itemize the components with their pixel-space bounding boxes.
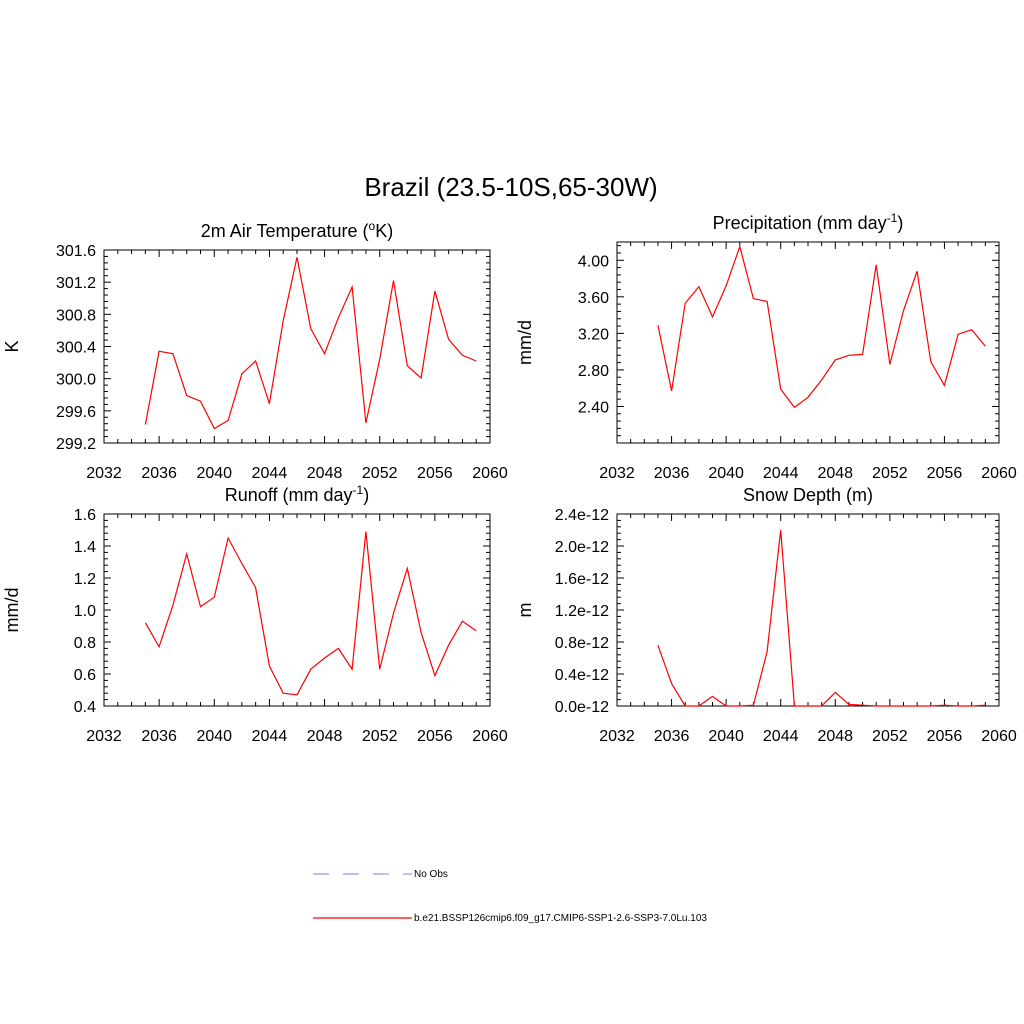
panel-title: Snow Depth (m) [743, 485, 873, 505]
y-axis-label: mm/d [2, 588, 22, 633]
x-tick-label: 2036 [654, 728, 690, 745]
series-line [657, 244, 986, 409]
panel-title-main: Precipitation (mm day [713, 213, 887, 233]
y-tick-label: 1.4 [74, 539, 96, 556]
plot-frame [103, 513, 491, 707]
y-tick-label: 299.2 [56, 436, 96, 453]
panel-title: Precipitation (mm day-1) [713, 211, 904, 233]
legend-item: b.e21.BSSP126cmip6.f09_g17.CMIP6-SSP1-2.… [313, 913, 707, 924]
panel-title-sup: -1 [353, 483, 364, 497]
y-tick-label: 0.4e-12 [555, 667, 609, 684]
panel-title: Runoff (mm day-1) [225, 483, 369, 505]
x-tick-label: 2044 [252, 465, 288, 482]
x-tick-label: 2056 [417, 728, 453, 745]
y-tick-label: 1.0 [74, 603, 96, 620]
x-tick-label: 2040 [196, 465, 232, 482]
series-line [657, 529, 986, 707]
y-tick-label: 300.4 [56, 340, 96, 357]
x-tick-label: 2044 [763, 728, 799, 745]
panel-title-main: Snow Depth (m) [743, 485, 873, 505]
y-tick-label: 2.40 [578, 399, 609, 416]
y-axis-label: m [515, 603, 535, 618]
x-tick-label: 2056 [417, 465, 453, 482]
plot-frame [616, 241, 1000, 444]
y-tick-label: 0.0e-12 [555, 699, 609, 716]
x-tick-label: 2036 [654, 465, 690, 482]
series-line [144, 531, 477, 696]
x-tick-label: 2060 [472, 728, 508, 745]
panel-title-sup: -1 [887, 211, 898, 225]
y-tick-label: 1.2 [74, 571, 96, 588]
x-tick-label: 2048 [817, 465, 853, 482]
x-tick-label: 2044 [252, 728, 288, 745]
panel-title-tail: ) [897, 213, 903, 233]
x-tick-label: 2040 [708, 465, 744, 482]
panel-title: 2m Air Temperature (oK) [201, 219, 393, 241]
x-tick-label: 2036 [141, 728, 177, 745]
panel-title-main: 2m Air Temperature ( [201, 221, 369, 241]
chart-panel-3: 2032 2036 2040 2044 2048 2052 2056 2060 0.4 0.6 0.… [2, 483, 508, 745]
x-tick-label: 2048 [817, 728, 853, 745]
y-tick-label: 0.4 [74, 699, 96, 716]
series-line [144, 257, 477, 430]
y-tick-label: 4.00 [578, 253, 609, 270]
x-tick-label: 2040 [708, 728, 744, 745]
y-tick-label: 1.6 [74, 507, 96, 524]
x-tick-label: 2048 [307, 465, 343, 482]
x-tick-label: 2060 [981, 728, 1017, 745]
y-tick-label: 301.6 [56, 243, 96, 260]
y-axis-label: K [2, 340, 22, 352]
chart-panel-4: 2032 2036 2040 2044 2048 2052 2056 2060 0.0e-12 0… [515, 485, 1017, 745]
y-tick-label: 1.6e-12 [555, 571, 609, 588]
legend-label: No Obs [414, 869, 448, 880]
x-tick-label: 2036 [141, 465, 177, 482]
y-tick-label: 301.2 [56, 275, 96, 292]
panel-title-sup: o [369, 219, 376, 233]
plot-frame [103, 249, 491, 444]
y-tick-label: 2.4e-12 [555, 507, 609, 524]
x-tick-label: 2044 [763, 465, 799, 482]
x-tick-label: 2032 [599, 465, 635, 482]
x-tick-label: 2040 [196, 728, 232, 745]
y-tick-label: 1.2e-12 [555, 603, 609, 620]
legend-item: No Obs [313, 869, 448, 880]
x-tick-label: 2032 [86, 465, 122, 482]
x-tick-label: 2048 [307, 728, 343, 745]
x-tick-label: 2060 [981, 465, 1017, 482]
y-axis-label: mm/d [515, 320, 535, 365]
legend: No Obs b.e21.BSSP126cmip6.f09_g17.CMIP6-S… [313, 869, 707, 924]
y-tick-label: 0.8 [74, 635, 96, 652]
x-tick-label: 2052 [362, 728, 398, 745]
y-tick-label: 0.8e-12 [555, 635, 609, 652]
chart-panel-2: 2032 2036 2040 2044 2048 2052 2056 2060 2.40 2.80… [515, 211, 1017, 482]
x-tick-label: 2060 [472, 465, 508, 482]
x-tick-label: 2056 [927, 465, 963, 482]
x-tick-label: 2056 [927, 728, 963, 745]
x-tick-label: 2052 [362, 465, 398, 482]
figure-title: Brazil (23.5-10S,65-30W) [364, 172, 657, 202]
plot-frame [616, 513, 1000, 707]
panel-title-tail: ) [363, 485, 369, 505]
x-tick-label: 2032 [599, 728, 635, 745]
y-tick-label: 0.6 [74, 667, 96, 684]
y-tick-label: 300.0 [56, 372, 96, 389]
y-tick-label: 300.8 [56, 307, 96, 324]
panel-title-tail: K) [375, 221, 393, 241]
x-tick-label: 2052 [872, 728, 908, 745]
legend-label: b.e21.BSSP126cmip6.f09_g17.CMIP6-SSP1-2.… [414, 913, 707, 924]
chart-panels: 2032 2036 2040 2044 2048 2052 2056 2060 299.2 299… [2, 211, 1017, 745]
y-tick-label: 299.6 [56, 404, 96, 421]
x-tick-label: 2052 [872, 465, 908, 482]
chart-panel-1: 2032 2036 2040 2044 2048 2052 2056 2060 299.2 299… [2, 219, 508, 482]
y-tick-label: 2.80 [578, 363, 609, 380]
y-tick-label: 3.20 [578, 326, 609, 343]
x-tick-label: 2032 [86, 728, 122, 745]
panel-title-main: Runoff (mm day [225, 485, 353, 505]
y-tick-label: 2.0e-12 [555, 539, 609, 556]
y-tick-label: 3.60 [578, 290, 609, 307]
